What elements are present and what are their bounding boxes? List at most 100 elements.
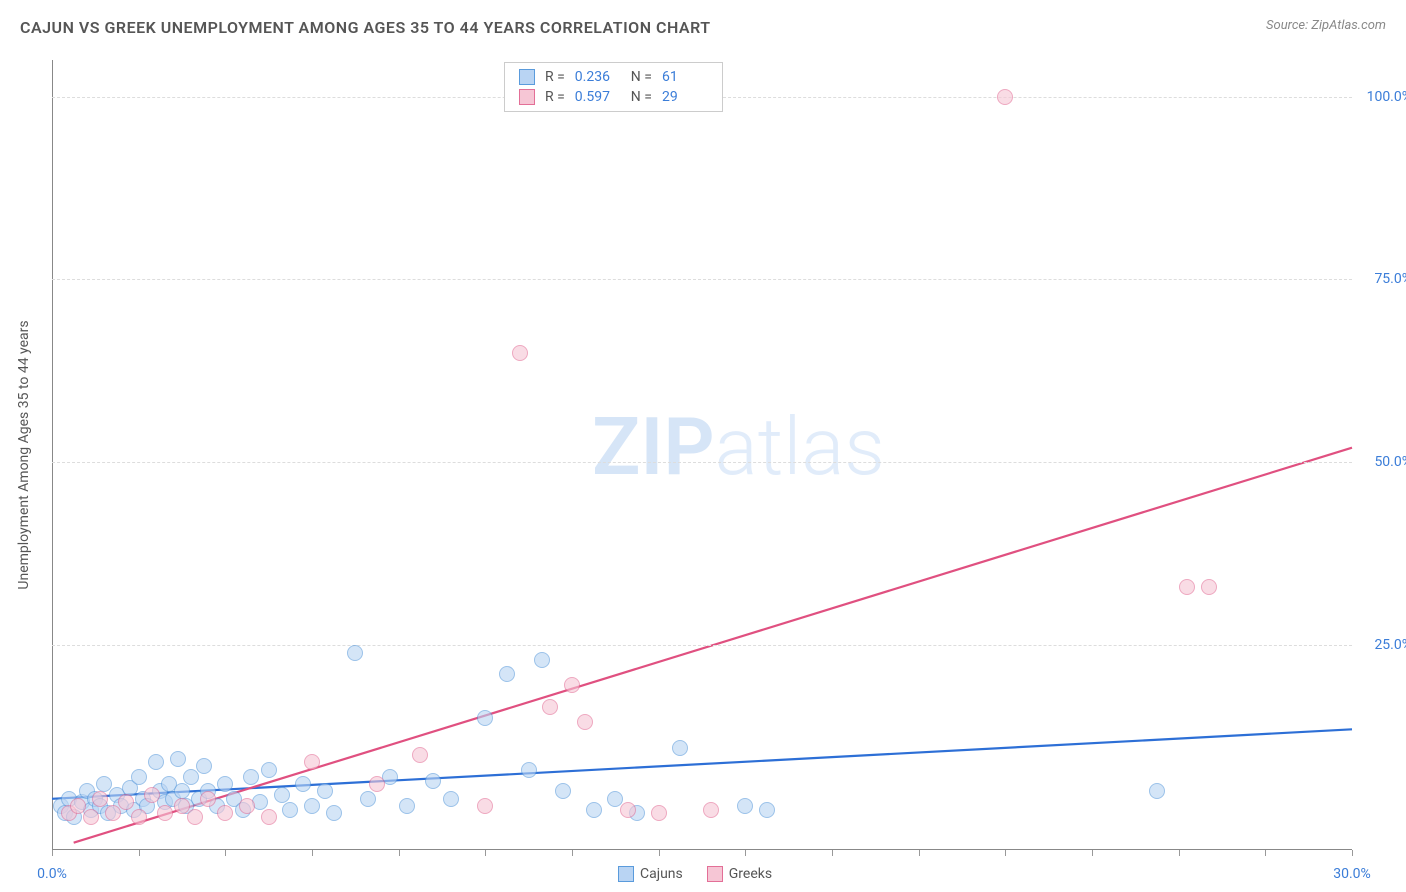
scatter-point-cajuns [477,710,493,726]
x-tick [572,850,573,856]
scatter-point-cajuns [217,776,233,792]
x-tick [745,850,746,856]
legend-stats-row-cajuns: R =0.236N =61 [519,67,708,87]
scatter-point-cajuns [174,783,190,799]
x-tick [1179,850,1180,856]
scatter-point-cajuns [170,751,186,767]
scatter-point-greeks [200,791,216,807]
scatter-point-greeks [564,677,580,693]
y-tick-label: 75.0% [1374,271,1406,287]
scatter-point-cajuns [295,776,311,792]
scatter-point-cajuns [399,798,415,814]
scatter-point-greeks [92,791,108,807]
r-value: 0.236 [575,69,621,85]
scatter-point-greeks [157,805,173,821]
gridline [52,462,1352,463]
scatter-point-cajuns [499,666,515,682]
x-tick [485,850,486,856]
legend-swatch [519,89,535,105]
n-label: N = [631,69,652,85]
n-value: 61 [662,69,708,85]
scatter-point-greeks [542,699,558,715]
r-value: 0.597 [575,89,621,105]
y-tick-label: 50.0% [1374,454,1406,470]
scatter-point-cajuns [243,769,259,785]
scatter-point-greeks [118,794,134,810]
x-tick [312,850,313,856]
x-tick [1005,850,1006,856]
r-label: R = [545,89,565,105]
legend-item-cajuns: Cajuns [618,866,683,882]
source-attribution: Source: ZipAtlas.com [1266,18,1386,33]
x-tick [919,850,920,856]
scatter-point-cajuns [304,798,320,814]
x-tick [52,850,53,856]
scatter-point-greeks [131,809,147,825]
scatter-point-cajuns [1149,783,1165,799]
scatter-point-cajuns [282,802,298,818]
legend-swatch [618,866,634,882]
chart-title: CAJUN VS GREEK UNEMPLOYMENT AMONG AGES 3… [20,18,711,37]
scatter-point-greeks [512,345,528,361]
scatter-point-greeks [577,714,593,730]
scatter-point-cajuns [443,791,459,807]
scatter-point-greeks [304,754,320,770]
trend-lines-svg [52,60,1352,850]
plot-wrapper: Unemployment Among Ages 35 to 44 years Z… [52,60,1352,850]
x-tick [225,850,226,856]
scatter-point-greeks [369,776,385,792]
x-tick [1092,850,1093,856]
scatter-point-greeks [187,809,203,825]
scatter-point-cajuns [555,783,571,799]
x-tick [399,850,400,856]
y-axis-label: Unemployment Among Ages 35 to 44 years [16,320,32,589]
legend-stats-box: R =0.236N =61R =0.597N =29 [504,62,723,112]
scatter-point-cajuns [261,762,277,778]
scatter-point-cajuns [586,802,602,818]
scatter-point-greeks [83,809,99,825]
scatter-point-greeks [477,798,493,814]
x-tick [659,850,660,856]
scatter-point-cajuns [347,645,363,661]
legend-label: Greeks [729,866,772,882]
scatter-point-cajuns [326,805,342,821]
scatter-point-cajuns [360,791,376,807]
scatter-point-greeks [1179,579,1195,595]
x-tick-label: 0.0% [37,866,67,882]
scatter-point-greeks [620,802,636,818]
x-tick [1265,850,1266,856]
x-tick-label: 30.0% [1333,866,1371,882]
scatter-point-greeks [217,805,233,821]
scatter-point-greeks [1201,579,1217,595]
scatter-point-greeks [412,747,428,763]
gridline [52,645,1352,646]
scatter-point-greeks [144,787,160,803]
scatter-point-cajuns [672,740,688,756]
y-tick-label: 100.0% [1367,89,1406,105]
legend-bottom: Cajuns Greeks [618,866,772,882]
scatter-point-greeks [105,805,121,821]
gridline [52,279,1352,280]
x-tick [139,850,140,856]
scatter-point-cajuns [425,773,441,789]
scatter-point-cajuns [521,762,537,778]
x-tick [1352,850,1353,856]
scatter-point-cajuns [317,783,333,799]
scatter-point-greeks [703,802,719,818]
scatter-point-cajuns [196,758,212,774]
scatter-point-cajuns [183,769,199,785]
scatter-point-greeks [997,89,1013,105]
scatter-point-cajuns [759,802,775,818]
scatter-point-greeks [239,798,255,814]
scatter-point-greeks [651,805,667,821]
scatter-point-greeks [261,809,277,825]
legend-label: Cajuns [640,866,683,882]
legend-stats-row-greeks: R =0.597N =29 [519,87,708,107]
plot-area: ZIPatlas 25.0%50.0%75.0%100.0%0.0%30.0% [52,60,1352,850]
scatter-point-cajuns [534,652,550,668]
y-tick-label: 25.0% [1374,637,1406,653]
n-value: 29 [662,89,708,105]
legend-swatch [519,69,535,85]
scatter-point-cajuns [274,787,290,803]
scatter-point-cajuns [131,769,147,785]
